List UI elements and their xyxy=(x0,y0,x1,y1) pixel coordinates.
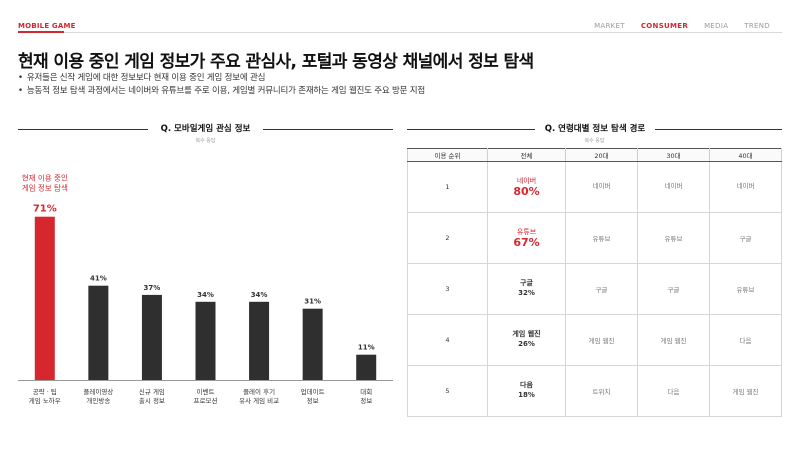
age20-cell: 게임 웹진 xyxy=(565,314,638,366)
overall-percent: 67% xyxy=(513,236,540,249)
bar xyxy=(195,301,216,380)
header-accent-line xyxy=(18,31,64,33)
overall-name: 게임 웹진 xyxy=(512,330,541,338)
rank-cell: 1 xyxy=(407,161,488,213)
category-label: 출시 정보 xyxy=(139,396,165,405)
chart-subtitle: 복수 응답 xyxy=(195,138,216,144)
category-label: 신규 게임 xyxy=(139,387,165,396)
age40-cell: 다음 xyxy=(709,314,782,366)
bar xyxy=(356,354,377,380)
age40-cell: 구글 xyxy=(709,212,782,264)
chart-title: Q. 모바일게임 관심 정보 xyxy=(148,122,263,134)
table-subtitle: 복수 응답 xyxy=(584,138,605,144)
bar-value-label: 34% xyxy=(251,291,268,299)
column-header-40s: 40대 xyxy=(709,148,782,162)
overall-percent: 32% xyxy=(518,289,535,297)
category-label: 공략 · 팁 xyxy=(33,388,57,396)
overall-name: 네이버 xyxy=(516,177,537,185)
overall-cell: 유튜브 67% xyxy=(487,212,566,264)
category-label: 유사 게임 비교 xyxy=(239,396,279,405)
bar-value-label: 41% xyxy=(90,275,107,283)
bar-value-label: 11% xyxy=(358,344,375,352)
age20-cell: 네이버 xyxy=(565,161,638,213)
column-header-rank: 이용 순위 xyxy=(407,148,488,162)
table-row: 1 네이버 80% 네이버 네이버 네이버 xyxy=(407,161,782,213)
age20-cell: 트위치 xyxy=(565,365,638,417)
bar xyxy=(34,216,55,380)
overall-name: 다음 xyxy=(520,381,533,389)
table-row: 5 다음 18% 트위치 다음 게임 웹진 xyxy=(407,365,782,417)
summary-bullet: 능동적 정보 탐색 과정에서는 네이버와 유튜브를 주로 이용, 게임별 커뮤니… xyxy=(18,85,425,98)
overall-name: 유튜브 xyxy=(516,228,537,236)
category-label: 프로모션 xyxy=(194,396,218,405)
age30-cell: 게임 웹진 xyxy=(637,314,710,366)
rank-cell: 4 xyxy=(407,314,488,366)
bar-value-label: 31% xyxy=(304,298,321,306)
table-row: 4 게임 웹진 26% 게임 웹진 게임 웹진 다음 xyxy=(407,314,782,366)
bar xyxy=(141,294,162,380)
category-label: 대회 xyxy=(360,388,372,396)
rank-cell: 2 xyxy=(407,212,488,264)
bar xyxy=(88,285,109,380)
age20-cell: 구글 xyxy=(565,263,638,315)
overall-name: 구글 xyxy=(520,279,533,287)
bar-value-label: 71% xyxy=(33,204,57,215)
category-label: 정보 xyxy=(360,396,372,405)
bar xyxy=(249,301,270,380)
bar-value-label: 34% xyxy=(197,291,214,299)
age40-cell: 게임 웹진 xyxy=(709,365,782,417)
overall-percent: 18% xyxy=(518,391,535,399)
table-row: 3 구글 32% 구글 구글 유튜브 xyxy=(407,263,782,315)
overall-cell: 구글 32% xyxy=(487,263,566,315)
overall-percent: 26% xyxy=(518,340,535,348)
age30-cell: 구글 xyxy=(637,263,710,315)
highlight-note: 현재 이용 중인 xyxy=(22,173,68,183)
category-label: 게임 노하우 xyxy=(29,396,61,405)
search-path-table: 이용 순위 전체 20대 30대 40대 1 네이버 80% 네이버 네이버 네… xyxy=(407,148,782,417)
category-label: 이벤트 xyxy=(197,387,215,396)
category-label: 업데이트 xyxy=(301,387,325,396)
nav-item-trend[interactable]: TREND xyxy=(744,22,770,30)
table-title: Q. 연령대별 정보 탐색 경로 xyxy=(535,122,655,134)
highlight-note: 게임 정보 탐색 xyxy=(22,183,68,193)
age30-cell: 유튜브 xyxy=(637,212,710,264)
category-label: 개인방송 xyxy=(86,396,110,405)
top-bar: MOBILE GAME MARKET CONSUMER MEDIA TREND xyxy=(18,22,782,34)
category-label: 정보 xyxy=(307,396,319,405)
section-nav: MARKET CONSUMER MEDIA TREND xyxy=(578,22,770,30)
table-header-row: 이용 순위 전체 20대 30대 40대 xyxy=(407,148,782,162)
age20-cell: 유튜브 xyxy=(565,212,638,264)
age40-cell: 네이버 xyxy=(709,161,782,213)
overall-cell: 게임 웹진 26% xyxy=(487,314,566,366)
bar xyxy=(302,308,323,380)
bar-value-label: 37% xyxy=(144,284,161,292)
rank-cell: 3 xyxy=(407,263,488,315)
summary-bullet: 유저들은 신작 게임에 대한 정보보다 현재 이용 중인 게임 정보에 관심 xyxy=(18,72,425,85)
page-title: 현재 이용 중인 게임 정보가 주요 관심사, 포털과 동영상 채널에서 정보 … xyxy=(18,52,534,72)
column-header-20s: 20대 xyxy=(565,148,638,162)
section-label: MOBILE GAME xyxy=(18,22,76,30)
table-row: 2 유튜브 67% 유튜브 유튜브 구글 xyxy=(407,212,782,264)
overall-cell: 네이버 80% xyxy=(487,161,566,213)
age40-cell: 유튜브 xyxy=(709,263,782,315)
age30-cell: 네이버 xyxy=(637,161,710,213)
rank-cell: 5 xyxy=(407,365,488,417)
nav-item-market[interactable]: MARKET xyxy=(594,22,625,30)
nav-item-consumer[interactable]: CONSUMER xyxy=(640,22,689,30)
overall-cell: 다음 18% xyxy=(487,365,566,417)
summary-bullets: 유저들은 신작 게임에 대한 정보보다 현재 이용 중인 게임 정보에 관심 능… xyxy=(18,72,425,98)
column-header-30s: 30대 xyxy=(637,148,710,162)
category-label: 플레이영상 xyxy=(83,387,113,396)
column-header-all: 전체 xyxy=(487,148,566,162)
overall-percent: 80% xyxy=(513,185,540,198)
category-label: 플레이 후기 xyxy=(243,387,275,396)
header-divider xyxy=(18,32,782,33)
nav-item-media[interactable]: MEDIA xyxy=(704,22,729,30)
age30-cell: 다음 xyxy=(637,365,710,417)
